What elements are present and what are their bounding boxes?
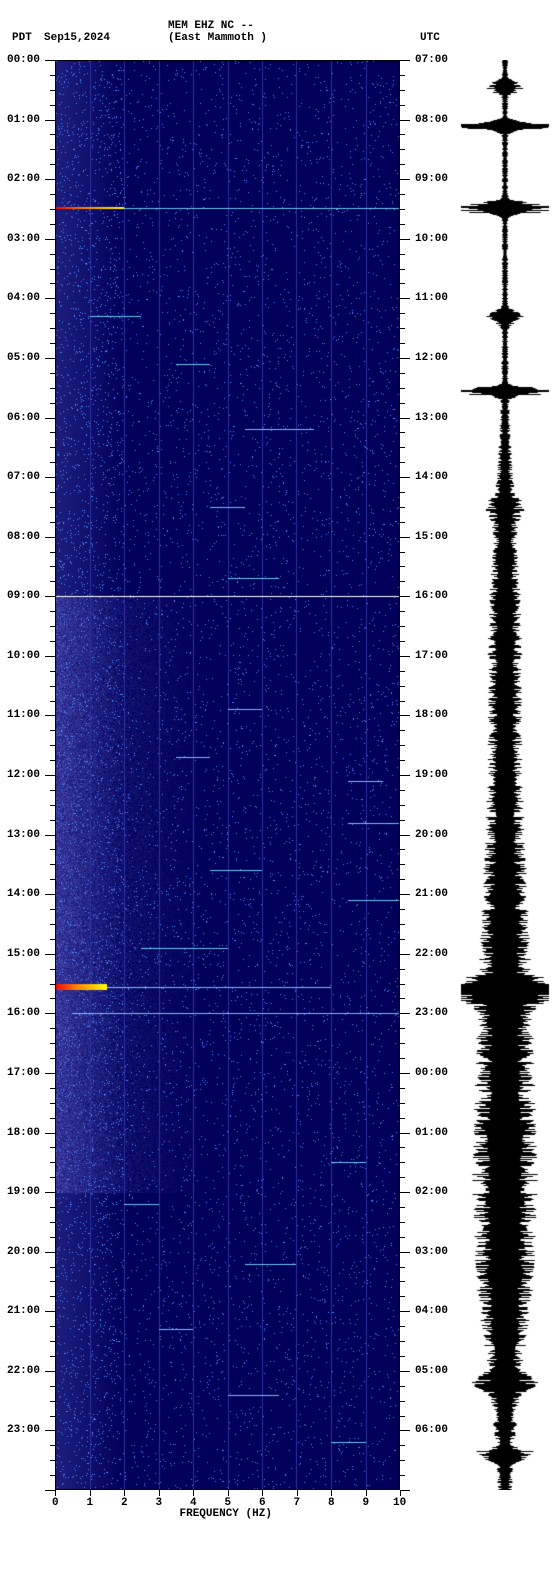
frequency-axis: FREQUENCY (HZ) 012345678910 (55, 1490, 400, 1530)
pdt-time-label: 04:00 (7, 292, 40, 304)
date-label: Sep15,2024 (44, 32, 110, 44)
utc-time-axis: 07:0008:0009:0010:0011:0012:0013:0014:00… (400, 60, 455, 1490)
utc-time-label: 19:00 (415, 769, 448, 781)
utc-time-label: 05:00 (415, 1365, 448, 1377)
utc-time-label: 21:00 (415, 888, 448, 900)
utc-time-label: 11:00 (415, 292, 448, 304)
frequency-tick-label: 1 (87, 1497, 94, 1509)
utc-time-label: 02:00 (415, 1186, 448, 1198)
pdt-time-label: 22:00 (7, 1365, 40, 1377)
utc-time-label: 07:00 (415, 54, 448, 66)
pdt-time-label: 00:00 (7, 54, 40, 66)
utc-time-label: 08:00 (415, 114, 448, 126)
pdt-time-label: 21:00 (7, 1305, 40, 1317)
pdt-time-label: 05:00 (7, 352, 40, 364)
utc-time-label: 00:00 (415, 1067, 448, 1079)
frequency-tick-label: 5 (225, 1497, 232, 1509)
utc-time-label: 20:00 (415, 829, 448, 841)
utc-time-label: 23:00 (415, 1007, 448, 1019)
frequency-tick-label: 8 (328, 1497, 335, 1509)
pdt-time-label: 15:00 (7, 948, 40, 960)
pdt-time-label: 10:00 (7, 650, 40, 662)
chart-header: PDT Sep15,2024 MEM EHZ NC -- (East Mammo… (0, 8, 552, 48)
utc-time-label: 17:00 (415, 650, 448, 662)
pdt-time-label: 11:00 (7, 709, 40, 721)
pdt-time-label: 07:00 (7, 471, 40, 483)
pdt-time-label: 02:00 (7, 173, 40, 185)
seismogram-plot (460, 60, 550, 1490)
utc-time-label: 04:00 (415, 1305, 448, 1317)
utc-time-label: 22:00 (415, 948, 448, 960)
spectrogram-plot (55, 60, 400, 1490)
utc-time-label: 12:00 (415, 352, 448, 364)
pdt-time-label: 20:00 (7, 1246, 40, 1258)
utc-time-label: 14:00 (415, 471, 448, 483)
left-tz-label: PDT (12, 32, 32, 44)
frequency-tick-label: 3 (156, 1497, 163, 1509)
frequency-tick-label: 10 (393, 1497, 406, 1509)
pdt-time-label: 08:00 (7, 531, 40, 543)
pdt-time-label: 03:00 (7, 233, 40, 245)
frequency-tick-label: 7 (294, 1497, 301, 1509)
pdt-time-label: 13:00 (7, 829, 40, 841)
pdt-time-label: 19:00 (7, 1186, 40, 1198)
pdt-time-label: 09:00 (7, 590, 40, 602)
utc-time-label: 01:00 (415, 1127, 448, 1139)
seismogram-canvas (460, 60, 550, 1490)
utc-time-label: 09:00 (415, 173, 448, 185)
station-line2: (East Mammoth ) (168, 32, 267, 44)
pdt-time-label: 06:00 (7, 412, 40, 424)
right-tz-label: UTC (420, 32, 440, 44)
frequency-tick-label: 6 (259, 1497, 266, 1509)
frequency-axis-label: FREQUENCY (HZ) (180, 1508, 272, 1520)
pdt-time-label: 23:00 (7, 1424, 40, 1436)
frequency-tick-label: 2 (121, 1497, 128, 1509)
pdt-time-label: 17:00 (7, 1067, 40, 1079)
utc-time-label: 03:00 (415, 1246, 448, 1258)
utc-time-label: 06:00 (415, 1424, 448, 1436)
pdt-time-label: 16:00 (7, 1007, 40, 1019)
pdt-time-label: 14:00 (7, 888, 40, 900)
spectrogram-canvas (55, 60, 400, 1490)
utc-time-label: 16:00 (415, 590, 448, 602)
utc-time-label: 10:00 (415, 233, 448, 245)
frequency-tick-label: 0 (52, 1497, 59, 1509)
utc-time-label: 13:00 (415, 412, 448, 424)
station-line1: MEM EHZ NC -- (168, 20, 254, 32)
pdt-time-label: 01:00 (7, 114, 40, 126)
frequency-tick-label: 9 (363, 1497, 370, 1509)
pdt-time-axis: 00:0001:0002:0003:0004:0005:0006:0007:00… (0, 60, 55, 1490)
utc-time-label: 18:00 (415, 709, 448, 721)
frequency-tick-label: 4 (190, 1497, 197, 1509)
utc-time-label: 15:00 (415, 531, 448, 543)
pdt-time-label: 18:00 (7, 1127, 40, 1139)
pdt-time-label: 12:00 (7, 769, 40, 781)
